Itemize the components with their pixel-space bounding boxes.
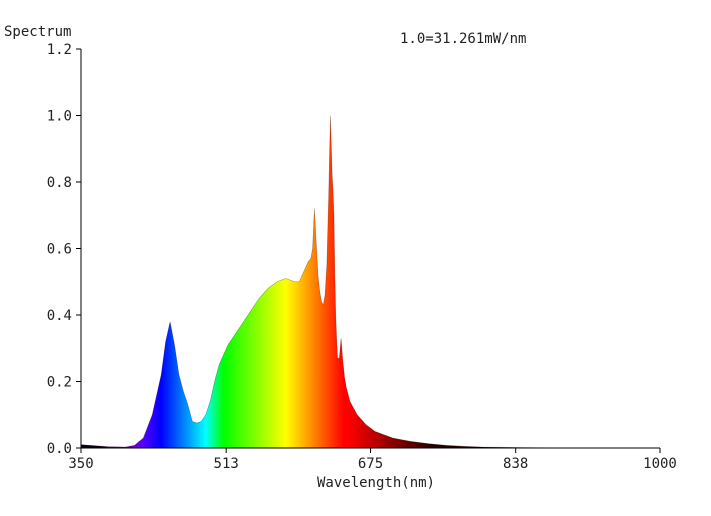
y-axis-label: Spectrum bbox=[4, 24, 71, 40]
x-tick-label: 350 bbox=[68, 456, 93, 472]
y-tick-label: 0.0 bbox=[47, 441, 72, 457]
plot-area bbox=[80, 115, 660, 449]
x-tick-label: 675 bbox=[358, 456, 383, 472]
x-axis-label: Wavelength(nm) bbox=[317, 475, 435, 491]
y-tick-label: 0.4 bbox=[47, 308, 72, 324]
spectrum-area bbox=[81, 115, 660, 448]
y-tick-label: 0.6 bbox=[47, 242, 72, 258]
scale-annotation: 1.0=31.261mW/nm bbox=[400, 31, 526, 47]
x-tick-label: 1000 bbox=[643, 456, 677, 472]
spectrum-outline bbox=[80, 115, 660, 449]
axes: 0.0 0.2 0.4 0.6 0.8 1.0 1.2 350 513 675 838 1000 bbox=[47, 42, 677, 472]
x-tick-label: 513 bbox=[214, 456, 239, 472]
x-tick-label: 838 bbox=[503, 456, 528, 472]
y-tick-label: 0.2 bbox=[47, 375, 72, 391]
y-tick-label: 0.8 bbox=[47, 175, 72, 191]
y-tick-label: 1.0 bbox=[47, 109, 72, 125]
y-tick-label: 1.2 bbox=[47, 42, 72, 58]
